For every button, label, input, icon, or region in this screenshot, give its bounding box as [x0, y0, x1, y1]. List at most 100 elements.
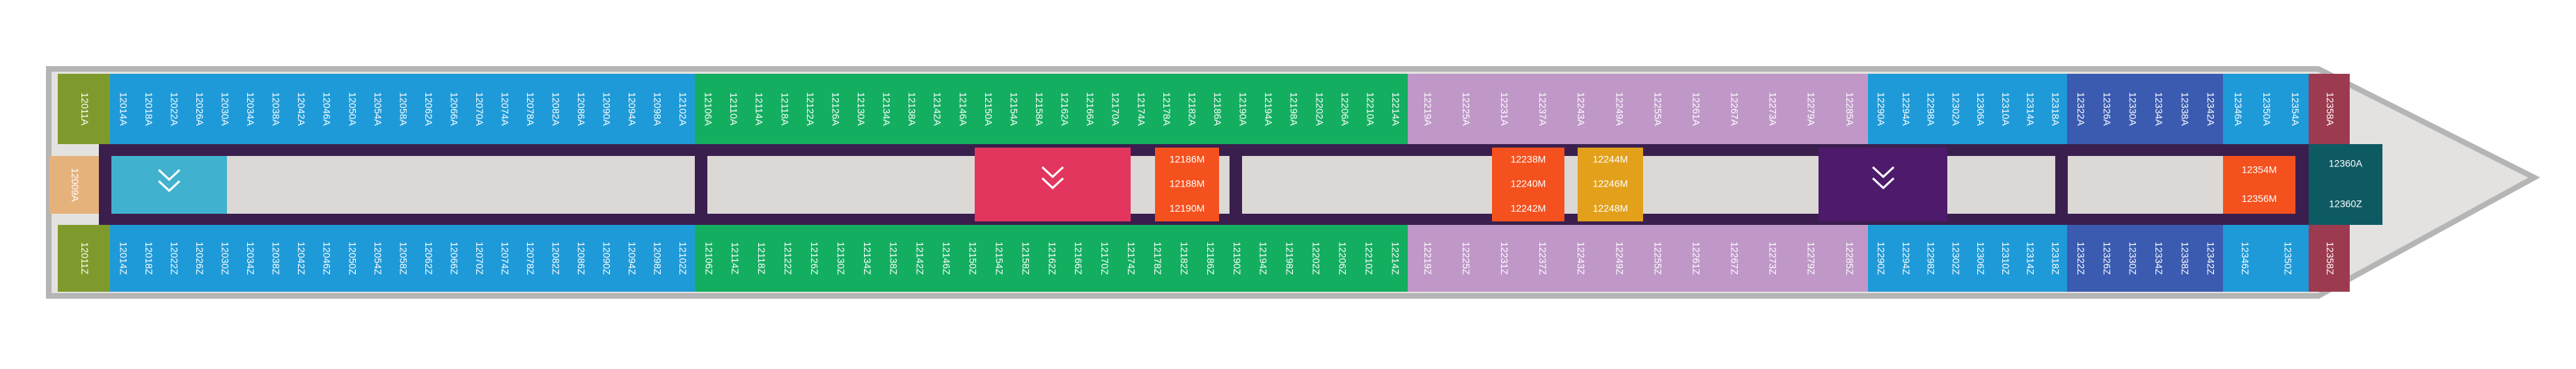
cabin-label: 12110A: [728, 93, 739, 126]
cabin-label: 12070Z: [474, 242, 485, 275]
cabin-label: 12238M: [1511, 153, 1546, 164]
corridor: [707, 156, 1230, 214]
cabin-label: 12219Z: [1422, 242, 1434, 275]
cabin-label: 12214Z: [1390, 242, 1401, 275]
cabin-label: 12158A: [1034, 92, 1045, 126]
cabin-label: 12094A: [627, 92, 638, 126]
cabin-label: 12294A: [1901, 92, 1912, 126]
cabin-label: 12279Z: [1806, 242, 1817, 275]
cabin-label: 12066A: [448, 92, 460, 126]
cabin-section: [2309, 225, 2350, 292]
cabin-label: 12022Z: [169, 242, 180, 275]
cabin-label: 12302A: [1950, 92, 1961, 126]
cabin-label: 12244M: [1593, 153, 1628, 164]
cabin-label: 12142A: [932, 92, 943, 126]
cabin-label: 12194A: [1263, 92, 1274, 126]
cabin-label: 12174Z: [1126, 242, 1137, 275]
cabin-label: 12273Z: [1768, 242, 1779, 275]
cabin-label: 12078Z: [525, 242, 536, 275]
cabin-label: 12158Z: [1020, 242, 1031, 275]
cabin-label: 12285A: [1844, 92, 1855, 126]
cabin-section: [58, 74, 110, 144]
cabin-label: 12106A: [703, 92, 714, 126]
cabin-label: 12030A: [220, 92, 231, 126]
cabin-label: 12231A: [1499, 92, 1510, 126]
cabin-label: 12186Z: [1205, 242, 1216, 275]
middle-block: [1492, 148, 1564, 221]
cabin-label: 12334A: [2153, 92, 2165, 126]
cabin-label: 12114A: [754, 93, 765, 126]
cabin-label: 12202Z: [1311, 242, 1322, 275]
cabin-label: 12237Z: [1537, 242, 1548, 275]
cabin-section: [2223, 74, 2309, 144]
cabin-label: 12356M: [2242, 193, 2277, 204]
cabin-label: 12038Z: [271, 242, 282, 275]
cabin-section: [2067, 225, 2223, 292]
cabin-label: 12154A: [1008, 92, 1019, 126]
cabin-section: [1868, 225, 2067, 292]
cabin-label: 12178A: [1161, 92, 1172, 126]
cabin-label: 12225Z: [1461, 242, 1472, 275]
cabin-label: 12166A: [1085, 92, 1096, 126]
cabin-label: 12178Z: [1152, 242, 1163, 275]
cabin-label: 12190Z: [1232, 242, 1243, 275]
cabin-label: 12118A: [779, 93, 790, 126]
cabin-label: 12034Z: [245, 242, 256, 275]
middle-block: [49, 156, 99, 214]
cabin-label: 12210Z: [1363, 242, 1374, 275]
cabin-label: 12098A: [652, 92, 663, 126]
cabin-label: 12162Z: [1046, 242, 1058, 275]
cabin-label: 12322A: [2075, 92, 2087, 126]
cabin-label: 12290A: [1876, 92, 1887, 126]
cabin-label: 12126Z: [809, 242, 820, 275]
cabin-label: 12285Z: [1844, 242, 1855, 275]
cabin-label: 12050Z: [347, 242, 358, 275]
cabin-label: 12011A: [79, 93, 91, 126]
cabin-label: 12082A: [550, 92, 561, 126]
cabin-section: [695, 74, 1408, 144]
cabin-label: 12310Z: [2000, 242, 2011, 275]
cabin-label: 12198Z: [1285, 242, 1296, 275]
cabin-label: 12255Z: [1652, 242, 1663, 275]
cabin-label: 12009A: [70, 168, 81, 202]
cabin-label: 12014Z: [118, 242, 129, 275]
cabin-label: 12130A: [856, 92, 867, 126]
cabin-label: 12014A: [118, 92, 129, 126]
cabin-label: 12050A: [347, 92, 358, 126]
cabin-label: 12134A: [881, 92, 893, 126]
cabin-label: 12190A: [1238, 92, 1249, 126]
cabin-label: 12126A: [830, 92, 841, 126]
cabin-label: 12138Z: [888, 242, 900, 275]
cabin-label: 12306Z: [1975, 242, 1986, 275]
cabin-label: 12255A: [1652, 92, 1663, 126]
cabin-label: 12078A: [525, 92, 536, 126]
cabin-label: 12090Z: [601, 242, 612, 275]
middle-block: [2309, 144, 2382, 225]
cabin-label: 12102Z: [677, 242, 689, 275]
cabin-label: 12042Z: [296, 242, 307, 275]
cabin-label: 12070A: [474, 92, 485, 126]
cabin-label: 12346Z: [2240, 242, 2251, 275]
cabin-label: 12054A: [372, 92, 384, 126]
cabin-label: 12314A: [2025, 92, 2036, 126]
cabin-label: 12138A: [906, 92, 918, 126]
corridor: [2068, 156, 2223, 214]
cabin-label: 12118Z: [756, 242, 767, 275]
cabin-label: 12202A: [1314, 92, 1325, 126]
cabin-section: [110, 225, 695, 292]
cabin-label: 12146A: [957, 92, 968, 126]
cabin-section: [1408, 74, 1868, 144]
cabin-label: 12018A: [143, 92, 155, 126]
cabin-label: 12182A: [1186, 92, 1197, 126]
cabin-label: 12249Z: [1614, 242, 1625, 275]
cabin-label: 12042A: [296, 92, 307, 126]
cabin-label: 12267Z: [1729, 242, 1741, 275]
cabin-label: 12231Z: [1499, 242, 1510, 275]
cabin-label: 12248M: [1593, 203, 1628, 214]
cabin-label: 12190M: [1170, 203, 1205, 214]
cabin-label: 12342A: [2206, 92, 2217, 126]
cabin-section: [110, 74, 695, 144]
cabin-label: 12310A: [2000, 92, 2011, 126]
cabin-label: 12170Z: [1099, 242, 1110, 275]
cabin-label: 12338Z: [2179, 242, 2190, 275]
